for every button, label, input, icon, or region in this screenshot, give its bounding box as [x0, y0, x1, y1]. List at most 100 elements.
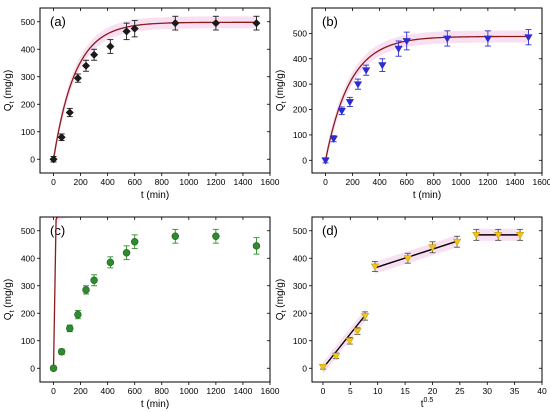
- x-tick-label: 5: [348, 386, 353, 396]
- data-point: [515, 232, 525, 240]
- x-tick-label: 200: [73, 177, 87, 187]
- x-tick-label: 1400: [505, 177, 524, 187]
- data-point: [211, 19, 220, 28]
- x-tick-label: 200: [73, 386, 87, 396]
- y-tick-label: 300: [21, 72, 35, 82]
- y-tick-label: 400: [21, 44, 35, 54]
- data-point: [90, 276, 98, 284]
- x-axis-title: t (min): [141, 190, 169, 201]
- y-tick-label: 300: [293, 281, 307, 291]
- data-point: [318, 364, 328, 372]
- panel-label: (c): [50, 223, 65, 238]
- data-point: [122, 249, 131, 257]
- x-tick-label: 400: [101, 177, 115, 187]
- y-tick-label: 300: [21, 281, 35, 291]
- data-point: [472, 232, 481, 240]
- data-point: [353, 81, 363, 89]
- x-tick-label: 1000: [179, 386, 198, 396]
- data-point: [360, 313, 370, 321]
- y-tick-label: 0: [30, 363, 35, 373]
- data-point: [252, 242, 261, 250]
- plot-frame: [39, 216, 271, 383]
- x-tick-label: 800: [427, 177, 441, 187]
- x-tick-label: 10: [373, 386, 383, 396]
- y-axis-title-unit: (mg/g): [3, 279, 14, 311]
- fit-curve: [324, 35, 529, 161]
- y-tick-label: 400: [293, 54, 307, 64]
- data-point: [443, 35, 452, 43]
- y-tick-label: 100: [21, 127, 35, 137]
- y-tick-label: 100: [293, 336, 307, 346]
- y-tick-label: 500: [293, 28, 307, 38]
- chart-panel-b: 0 200 400 600 800 1000 1200 1400 1600 0 100 200 300 4…: [275, 7, 550, 201]
- panel-label: (b): [322, 14, 338, 29]
- plot-frame: [311, 216, 543, 383]
- x-tick-label: 1000: [451, 177, 470, 187]
- y-axis-title-main: Q: [3, 103, 14, 111]
- data-point: [403, 255, 412, 263]
- data-point: [106, 258, 115, 267]
- y-axis-title-main: Q: [3, 312, 14, 320]
- x-axis-title: t (min): [141, 399, 169, 410]
- y-tick-label: 200: [293, 308, 307, 318]
- chart-panel-a: 0 200 400 600 800 1000 1200 1400 1600 0 100 200 300 4…: [3, 7, 280, 201]
- fit-segment: [322, 314, 367, 369]
- x-tick-label: 400: [373, 177, 387, 187]
- x-axis-title-main: t: [421, 399, 424, 410]
- data-point: [74, 310, 82, 319]
- data-point: [122, 27, 131, 36]
- x-tick-label: 1200: [206, 177, 225, 187]
- y-tick-label: 500: [293, 226, 307, 236]
- data-point: [49, 364, 58, 372]
- y-axis-title-sub: t: [281, 310, 288, 312]
- confidence-band: [325, 30, 529, 167]
- x-tick-label: 1200: [478, 177, 497, 187]
- confidence-band: [53, 16, 257, 166]
- x-tick-label: 800: [155, 177, 169, 187]
- x-tick-label: 0: [51, 386, 56, 396]
- x-tick-label: 1400: [233, 177, 252, 187]
- y-tick-label: 0: [302, 363, 307, 373]
- data-point: [329, 135, 338, 143]
- x-tick-label: 1600: [533, 177, 550, 187]
- x-axis-title: t0.5: [421, 397, 434, 410]
- y-axis-title: Qt (mg/g): [3, 279, 16, 320]
- x-axis-title-sup: 0.5: [424, 397, 434, 404]
- data-point: [345, 337, 354, 345]
- data-point: [252, 19, 261, 28]
- plot-area: [49, 217, 261, 375]
- data-point: [337, 107, 346, 115]
- x-tick-label: 400: [101, 386, 115, 396]
- x-tick-label: 800: [155, 386, 169, 396]
- y-axis-title-sub: t: [9, 101, 16, 103]
- data-point: [130, 24, 139, 33]
- y-tick-label: 200: [293, 105, 307, 115]
- chart-panel-c: 0 200 400 600 800 1000 1200 1400 1600 0 100 200 300 4…: [3, 216, 280, 410]
- data-point: [65, 108, 74, 117]
- data-point: [345, 99, 355, 107]
- data-point: [82, 286, 90, 294]
- y-axis-title-unit: (mg/g): [275, 70, 286, 102]
- y-tick-label: 0: [30, 154, 35, 164]
- x-tick-label: 600: [128, 177, 142, 187]
- panel-label: (d): [322, 223, 338, 238]
- data-point: [171, 19, 180, 28]
- plot-area: [321, 29, 533, 167]
- data-point: [452, 238, 462, 246]
- panel-label: (a): [50, 14, 66, 29]
- y-tick-label: 400: [293, 253, 307, 263]
- plot-area: [49, 15, 261, 166]
- y-axis-title-sub: t: [281, 101, 288, 103]
- data-point: [73, 74, 82, 83]
- x-axis-title: t (min): [413, 190, 441, 201]
- plot-frame: [39, 7, 271, 174]
- data-point: [171, 232, 179, 240]
- x-tick-label: 1000: [179, 177, 198, 187]
- data-point: [57, 348, 66, 356]
- x-tick-label: 1600: [261, 386, 280, 396]
- data-point: [57, 133, 66, 142]
- x-axis-title-main: t (min): [413, 190, 441, 201]
- data-point: [90, 50, 99, 59]
